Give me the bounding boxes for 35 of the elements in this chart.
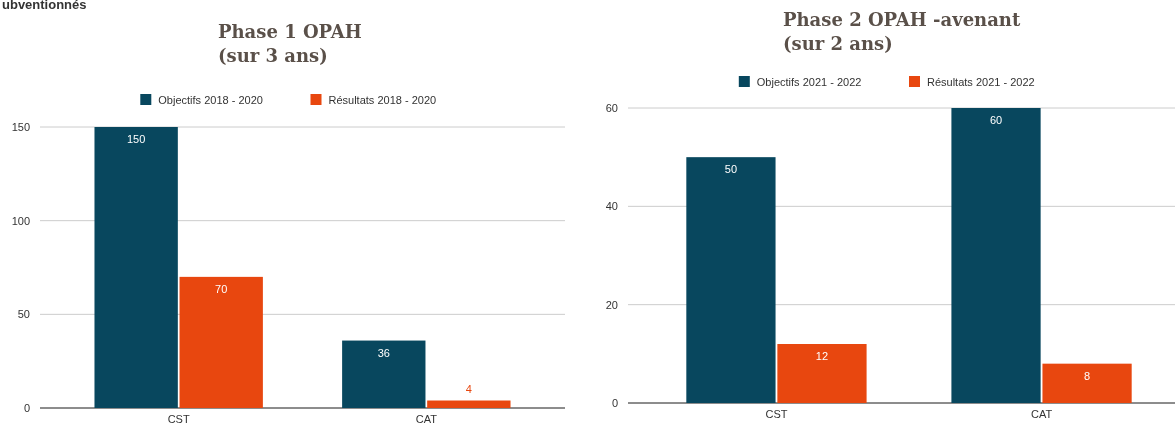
y-tick-label: 60 — [605, 102, 618, 114]
bar — [777, 344, 867, 403]
data-label: 8 — [1084, 369, 1091, 382]
bar — [342, 340, 426, 408]
chart-title: Phase 2 OPAH -avenant (sur 2 ans) — [783, 9, 1021, 54]
y-tick-label: 40 — [605, 200, 618, 213]
legend-label: Objectifs 2021 - 2022 — [756, 76, 862, 88]
bar — [686, 157, 776, 403]
legend-label: Résultats 2018 - 2020 — [328, 94, 437, 106]
legend-label: Objectifs 2018 - 2020 — [158, 94, 263, 106]
x-tick-label: CST — [765, 408, 788, 420]
data-label: 70 — [215, 282, 228, 295]
bar — [427, 400, 511, 408]
data-label: 60 — [989, 114, 1003, 126]
x-tick-label: CST — [167, 413, 190, 423]
y-tick-label: 20 — [605, 298, 618, 311]
y-tick-label: 150 — [11, 121, 30, 133]
x-tick-label: CAT — [415, 413, 438, 423]
y-tick-label: 0 — [611, 397, 618, 409]
bar — [951, 108, 1041, 403]
x-tick-label: CAT — [1030, 408, 1053, 420]
y-tick-label: 50 — [17, 308, 30, 321]
chart-title: Phase 1 OPAH (sur 3 ans) — [218, 21, 362, 66]
data-label: 4 — [465, 382, 472, 395]
y-tick-label: 0 — [23, 402, 30, 414]
legend-label: Résultats 2021 - 2022 — [927, 76, 1035, 88]
data-label: 12 — [815, 350, 829, 362]
text: ubventionnés — [2, 0, 87, 12]
data-label: 50 — [724, 163, 738, 176]
bar — [1042, 363, 1132, 403]
bar — [94, 127, 178, 408]
data-label: 36 — [377, 346, 390, 359]
y-tick-label: 100 — [11, 214, 30, 227]
data-label: 150 — [126, 133, 146, 145]
bar — [179, 276, 263, 408]
